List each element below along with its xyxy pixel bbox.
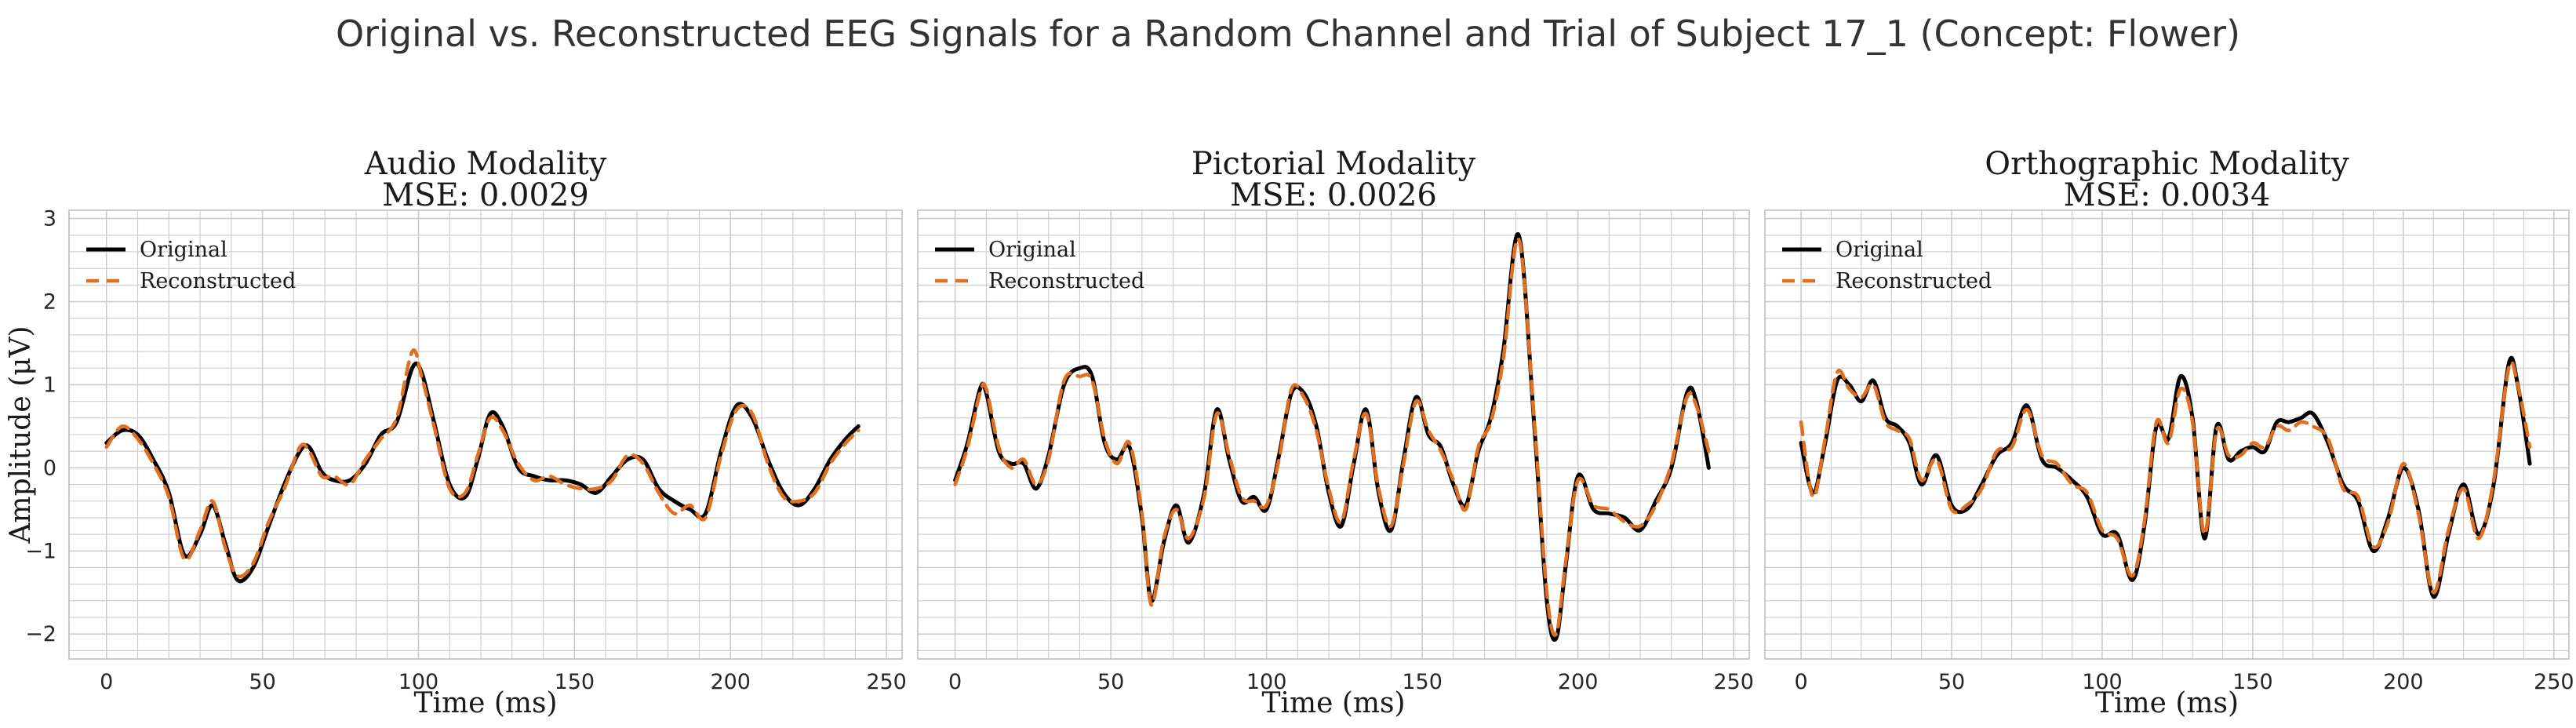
- y-axis-label: Amplitude (μV): [5, 326, 37, 544]
- x-tick-label: 200: [2383, 670, 2424, 694]
- subplot-title: Audio Modality: [364, 146, 607, 182]
- subplot-subtitle: MSE: 0.0029: [382, 177, 589, 213]
- x-tick-label: 250: [1713, 670, 1754, 694]
- x-tick-label: 150: [555, 670, 595, 694]
- x-tick-label: 100: [2082, 670, 2123, 694]
- subplot-subtitle: MSE: 0.0026: [1230, 177, 1437, 213]
- x-tick-label: 50: [1097, 670, 1124, 694]
- subplot-1: 0 50 100 150 200 250 −2 −1 0 1 2 3 Audio ModalityMSE…: [5, 146, 907, 719]
- x-tick-label: 150: [1402, 670, 1443, 694]
- legend-reconstructed-label: Reconstructed: [1836, 269, 1992, 293]
- legend-reconstructed-label: Reconstructed: [140, 269, 296, 293]
- x-tick-label: 0: [948, 670, 962, 694]
- x-tick-label: 150: [2232, 670, 2273, 694]
- x-tick-label: 0: [100, 670, 113, 694]
- y-tick-label: −1: [25, 539, 56, 563]
- x-tick-label: 50: [249, 670, 275, 694]
- axes-frame: [1764, 209, 2570, 660]
- reconstructed-signal-line: [104, 348, 860, 579]
- subplot-title: Orthographic Modality: [1985, 146, 2349, 182]
- subplot-title: Pictorial Modality: [1192, 146, 1476, 182]
- x-axis-label: Time (ms): [2095, 687, 2239, 719]
- x-tick-label: 200: [1558, 670, 1599, 694]
- y-tick-label: 3: [43, 207, 56, 231]
- figure-title: Original vs. Reconstructed EEG Signals f…: [335, 13, 2241, 55]
- axes-frame: [68, 209, 903, 660]
- subplot-3: 0 50 100 150 200 250 Orthographic ModalityMSE:…: [1764, 146, 2574, 719]
- legend-original-label: Original: [1836, 238, 1923, 262]
- subplot-subtitle: MSE: 0.0034: [2064, 177, 2271, 213]
- x-axis-label: Time (ms): [1261, 687, 1405, 719]
- x-tick-label: 100: [398, 670, 439, 694]
- reconstructed-signal-line: [1799, 360, 2532, 595]
- x-tick-label: 250: [866, 670, 907, 694]
- x-tick-label: 100: [1246, 670, 1287, 694]
- y-tick-label: 2: [43, 290, 56, 315]
- legend-original-label: Original: [988, 238, 1076, 262]
- legend-original-label: Original: [140, 238, 227, 262]
- reconstructed-signal-line: [953, 237, 1711, 637]
- legend-reconstructed-label: Reconstructed: [988, 269, 1144, 293]
- x-tick-label: 50: [1938, 670, 1965, 694]
- y-tick-label: −2: [25, 622, 56, 646]
- axes-frame: [917, 209, 1750, 660]
- x-tick-label: 200: [710, 670, 751, 694]
- y-tick-label: 1: [43, 373, 56, 397]
- x-axis-label: Time (ms): [413, 687, 557, 719]
- x-tick-label: 0: [1794, 670, 1807, 694]
- x-tick-label: 250: [2534, 670, 2574, 694]
- y-tick-label: 0: [43, 456, 56, 480]
